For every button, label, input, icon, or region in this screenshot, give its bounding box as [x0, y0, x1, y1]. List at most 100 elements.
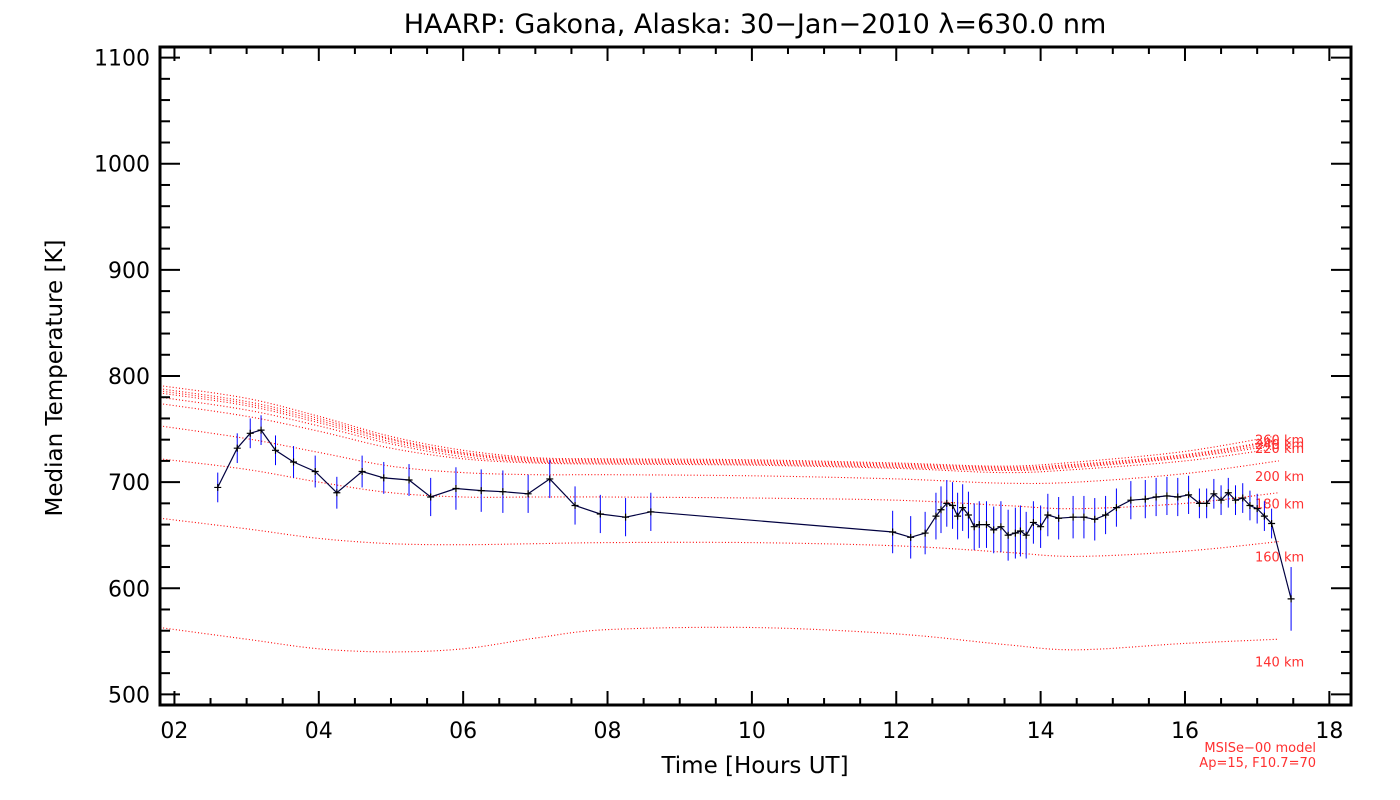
x-tick-label: 14: [1027, 719, 1055, 744]
data-point: [949, 501, 957, 509]
data-point: [1080, 513, 1088, 521]
data-point: [921, 529, 929, 537]
data-point: [1037, 523, 1045, 531]
data-point: [937, 506, 945, 514]
data-point: [1203, 499, 1211, 507]
y-axis-label: Median Temperature [K]: [42, 240, 68, 517]
data-point: [1029, 518, 1037, 526]
data-point: [1044, 511, 1052, 519]
chart-title: HAARP: Gakona, Alaska: 30−Jan−2010 λ=630…: [404, 9, 1107, 40]
data-point: [311, 468, 319, 476]
data-point: [427, 493, 435, 501]
x-tick-label: 12: [882, 719, 910, 744]
model-note-line-2: Ap=15, F10.7=70: [1199, 756, 1316, 771]
data-point: [1239, 494, 1247, 502]
data-point: [290, 458, 298, 466]
x-tick-label: 04: [305, 719, 333, 744]
data-point: [477, 487, 485, 495]
data-point: [647, 508, 655, 516]
data-point: [1224, 489, 1232, 497]
data-point: [246, 429, 254, 437]
model-curve-220-km: [159, 403, 1279, 474]
data-point: [943, 499, 951, 507]
data-point: [596, 510, 604, 518]
data-point: [1055, 514, 1063, 522]
data-point: [1185, 491, 1193, 499]
model-curve-160-km: [159, 517, 1279, 557]
model-curve-300-km: [159, 388, 1279, 468]
plot-frame: [158, 45, 1353, 707]
data-point: [1246, 501, 1254, 509]
x-tick-label: 06: [449, 719, 477, 744]
data-point: [1253, 505, 1261, 513]
data-point: [333, 489, 341, 497]
model-label-240-km: 240 km: [1255, 438, 1304, 453]
data-point: [970, 523, 978, 531]
data-point: [982, 521, 990, 529]
data-point: [257, 426, 265, 434]
y-tick-label: 600: [108, 577, 150, 602]
data-point: [1260, 512, 1268, 520]
data-point: [546, 475, 554, 483]
model-label-200-km: 200 km: [1255, 470, 1304, 485]
data-point: [997, 523, 1005, 531]
data-point: [271, 446, 279, 454]
data-point: [571, 501, 579, 509]
data-point: [214, 483, 222, 491]
data-point: [907, 533, 915, 541]
data-point: [1069, 513, 1077, 521]
y-tick-label: 800: [108, 365, 150, 390]
model-label-140-km: 140 km: [1255, 655, 1304, 670]
model-curve-180-km: [159, 458, 1279, 510]
x-tick-label: 08: [594, 719, 622, 744]
data-point: [964, 511, 972, 519]
data-point: [524, 490, 532, 498]
data-point: [622, 513, 630, 521]
temperature-series: [214, 415, 1295, 631]
data-point: [889, 528, 897, 536]
data-point: [954, 512, 962, 520]
y-tick-label: 1000: [94, 153, 150, 178]
model-label-220-km: 220 km: [1255, 442, 1304, 457]
data-point: [1141, 495, 1149, 503]
data-point: [1163, 492, 1171, 500]
data-point: [990, 526, 998, 534]
data-point: [1210, 490, 1218, 498]
data-point: [1268, 520, 1276, 528]
model-label-260-km: 260 km: [1255, 434, 1304, 449]
x-tick-label: 16: [1171, 719, 1199, 744]
data-point: [1232, 496, 1240, 504]
data-point: [1127, 496, 1135, 504]
temperature-line: [217, 429, 1292, 600]
model-curve-200-km: [159, 425, 1279, 485]
data-point: [1152, 493, 1160, 501]
data-point: [1112, 504, 1120, 512]
data-point: [1217, 496, 1225, 504]
model-label-180-km: 180 km: [1255, 497, 1304, 512]
data-point: [233, 444, 241, 452]
model-curve-280-km: [159, 390, 1279, 469]
data-point: [405, 476, 413, 484]
axis-ticks: 02 04 06 08 10 12 14 16 18 500 600 700 800 900 1000 110…: [94, 47, 1351, 744]
x-tick-label: 18: [1315, 719, 1343, 744]
x-tick-label: 02: [160, 719, 188, 744]
data-point: [975, 521, 983, 529]
data-point: [380, 474, 388, 482]
data-point: [1011, 529, 1019, 537]
data-point: [1287, 595, 1295, 603]
plot-border: [158, 45, 1353, 707]
model-label-160-km: 160 km: [1255, 550, 1304, 565]
x-axis-label: Time [Hours UT]: [660, 753, 848, 779]
y-tick-label: 1100: [94, 47, 150, 72]
data-point: [499, 488, 507, 496]
data-point: [932, 512, 940, 520]
model-curve-260-km: [159, 392, 1279, 470]
data-point: [959, 504, 967, 512]
data-point: [1016, 527, 1024, 535]
y-tick-label: 700: [108, 471, 150, 496]
data-point: [1091, 515, 1099, 523]
data-point: [1022, 531, 1030, 539]
data-point: [1102, 511, 1110, 519]
